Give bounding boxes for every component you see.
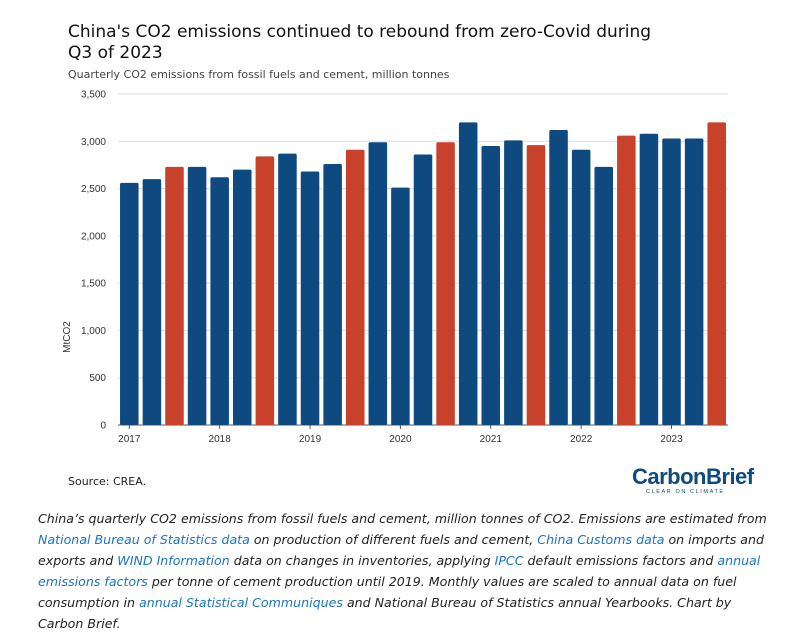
bar-2021-q3 — [526, 145, 546, 425]
source-note: Source: CREA. — [68, 475, 147, 488]
bar-2017-q1 — [120, 182, 139, 425]
caption-text: data on changes in inventories, applying — [229, 553, 495, 568]
bar-2020-q2 — [413, 154, 433, 425]
carbonbrief-logo: CarbonBrief CLEAR ON CLIMATE — [632, 464, 754, 496]
y-tick-label: 2,500 — [81, 184, 106, 195]
bar-2019-q4 — [368, 142, 388, 426]
chart-title: China's CO2 emissions continued to rebou… — [68, 22, 652, 63]
bar-2023-q2 — [684, 138, 704, 425]
bar-2023-q1 — [662, 138, 681, 425]
bar-2020-q4 — [458, 122, 478, 425]
bar-2019-q1 — [300, 171, 320, 425]
bar-2021-q4 — [549, 129, 568, 425]
bar-2017-q4 — [187, 166, 207, 425]
chart-caption: China’s quarterly CO2 emissions from fos… — [38, 508, 768, 634]
caption-link[interactable]: China Customs data — [537, 532, 665, 547]
bars — [120, 122, 726, 426]
x-tick-label: 2017 — [118, 434, 141, 445]
caption-link[interactable]: annual emissions factors — [38, 553, 761, 589]
y-tick-label: 0 — [100, 421, 106, 432]
x-tick-label: 2023 — [660, 434, 683, 445]
bar-2018-q2 — [233, 169, 252, 425]
chart-subtitle: Quarterly CO2 emissions from fossil fuel… — [68, 68, 450, 81]
caption-text: on production of different fuels and cem… — [249, 532, 538, 547]
bar-2019-q3 — [345, 149, 365, 426]
x-tick-label: 2018 — [209, 434, 232, 445]
bar-2022-q3 — [617, 135, 636, 426]
bar-2020-q1 — [391, 187, 410, 425]
y-axis-ticks: 0 500 1,000 1,500 2,000 2,500 3,000 3,500 — [81, 90, 106, 432]
x-tick-label: 2019 — [299, 434, 322, 445]
x-tick-label: 2020 — [389, 434, 412, 445]
bar-2019-q2 — [323, 163, 342, 425]
caption-text: China’s quarterly CO2 emissions from fos… — [38, 511, 767, 526]
logo-tagline: CLEAR ON CLIMATE — [646, 489, 725, 495]
bar-2022-q2 — [594, 166, 614, 425]
caption-link[interactable]: IPCC — [494, 553, 524, 568]
caption-text: per tonne of cement production until 201… — [38, 574, 737, 610]
y-tick-label: 3,000 — [81, 137, 106, 148]
bar-2021-q1 — [481, 146, 501, 425]
y-tick-label: 500 — [89, 373, 106, 384]
x-axis-ticks: 2017 2018 2019 2020 2021 2022 2023 — [118, 425, 683, 445]
y-axis-label: MtCO2 — [62, 321, 73, 353]
logo-name: CarbonBrief — [632, 464, 754, 489]
bar-2022-q1 — [571, 149, 591, 426]
bar-2023-q3 — [707, 122, 726, 425]
x-tick-label: 2021 — [480, 434, 503, 445]
y-tick-label: 2,000 — [81, 231, 106, 242]
bar-2017-q3 — [165, 166, 184, 425]
bar-2018-q1 — [210, 177, 229, 425]
bar-2017-q2 — [142, 179, 162, 425]
bar-2022-q4 — [639, 133, 659, 425]
caption-text: default emissions factors and — [523, 553, 718, 568]
caption-text: on imports and exports and — [38, 532, 764, 568]
y-tick-label: 1,500 — [81, 279, 106, 290]
bar-2021-q2 — [504, 140, 523, 425]
caption-link[interactable]: annual Statistical Communiques — [139, 595, 343, 610]
y-tick-label: 3,500 — [81, 90, 106, 101]
bar-2018-q4 — [278, 153, 297, 425]
bar-2018-q3 — [255, 156, 275, 426]
bar-2020-q3 — [436, 142, 455, 426]
caption-link[interactable]: WIND Information — [117, 553, 230, 568]
y-tick-label: 1,000 — [81, 326, 106, 337]
caption-link[interactable]: National Bureau of Statistics data — [38, 532, 250, 547]
x-tick-label: 2022 — [570, 434, 593, 445]
